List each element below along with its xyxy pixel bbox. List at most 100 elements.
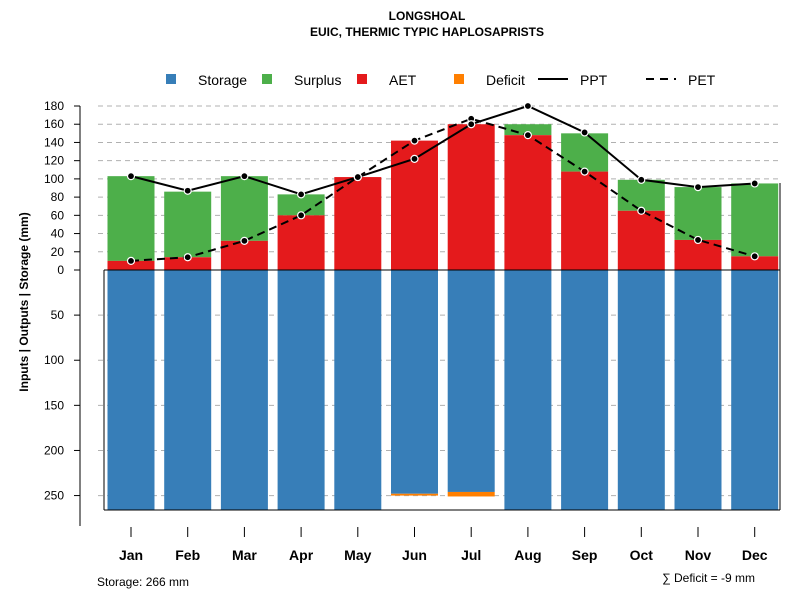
y-tick-label-40: 40	[51, 227, 65, 241]
legend-item-storage: Storage	[166, 72, 247, 88]
x-tick-label-oct: Oct	[630, 547, 654, 563]
deficit-bar-jun	[391, 493, 438, 496]
storage-bar-aug	[504, 270, 552, 510]
legend-item-pet: PET	[646, 72, 716, 88]
aet-bar-apr	[277, 215, 325, 270]
x-tick-label-sep: Sep	[572, 547, 598, 563]
storage-bar-mar	[220, 270, 268, 510]
aet-bar-mar	[220, 240, 268, 270]
x-tick-label-feb: Feb	[175, 547, 200, 563]
storage-bar-jan	[107, 270, 155, 510]
storage-bar-dec	[731, 270, 779, 510]
pet-point-aug	[523, 131, 533, 140]
aet-bar-may	[334, 177, 382, 270]
x-tick-label-jul: Jul	[461, 547, 481, 563]
x-tick-label-nov: Nov	[685, 547, 712, 563]
aet-bar-jul	[447, 124, 495, 270]
x-tick-label-jan: Jan	[119, 547, 143, 563]
pet-point-oct	[637, 206, 646, 215]
storage-bar-may	[334, 270, 382, 510]
legend-item-surplus: Surplus	[262, 72, 341, 88]
surplus-bar-oct	[617, 179, 665, 211]
surplus-bar-sep	[561, 133, 609, 172]
ppt-point-sep	[580, 128, 589, 137]
y-tick-label-lower-100: 100	[44, 353, 64, 367]
deficit-bar-jul	[447, 491, 495, 497]
pet-point-jan	[126, 256, 136, 265]
y-tick-label-lower-50: 50	[51, 308, 65, 322]
x-tick-label-apr: Apr	[289, 547, 314, 563]
y-tick-label-lower-200: 200	[44, 443, 64, 457]
storage-bar-oct	[617, 270, 665, 510]
legend-swatch-storage	[166, 74, 176, 84]
legend-label-pet: PET	[688, 72, 716, 88]
legend-swatch-surplus	[262, 74, 272, 84]
legend-label-storage: Storage	[198, 72, 247, 88]
x-tick-label-mar: Mar	[232, 547, 257, 563]
x-tick-label-jun: Jun	[402, 547, 427, 563]
legend-item-deficit: Deficit	[454, 72, 525, 88]
storage-bar-nov	[674, 270, 722, 510]
storage-bar-jun	[391, 270, 438, 494]
storage-bar-jul	[447, 270, 495, 492]
y-tick-label-100: 100	[44, 172, 64, 186]
pet-point-mar	[240, 236, 249, 245]
gridlines	[98, 105, 780, 497]
ppt-point-nov	[693, 182, 703, 192]
x-tick-label-dec: Dec	[742, 547, 768, 563]
surplus-bar-mar	[220, 176, 268, 241]
surplus-bar-apr	[277, 194, 325, 216]
aet-bar-dec	[731, 256, 779, 270]
ppt-point-may	[353, 172, 362, 182]
ppt-line	[130, 104, 755, 196]
pet-point-sep	[580, 167, 589, 176]
deficit-note: ∑ Deficit = -9 mm	[662, 571, 755, 585]
aet-bar-feb	[164, 257, 212, 270]
storage-note: Storage: 266 mm	[97, 575, 189, 589]
pet-point-dec	[750, 252, 759, 261]
legend-swatch-deficit	[454, 74, 464, 84]
y-tick-label-180: 180	[44, 99, 64, 113]
storage-bar-sep	[561, 270, 609, 510]
y-tick-label-160: 160	[44, 117, 64, 131]
ppt-point-aug	[523, 101, 533, 111]
flux-bars	[107, 124, 779, 270]
pet-point-jun	[410, 136, 419, 145]
surplus-bar-dec	[731, 183, 779, 257]
legend: Storage Surplus AET Deficit PPT PET	[166, 72, 716, 88]
legend-label-deficit: Deficit	[486, 72, 525, 88]
legend-label-ppt: PPT	[580, 72, 608, 88]
pet-point-nov	[693, 235, 703, 245]
legend-swatch-aet	[357, 74, 367, 84]
y-tick-label-120: 120	[44, 154, 64, 168]
legend-label-surplus: Surplus	[294, 72, 341, 88]
legend-item-aet: AET	[357, 72, 417, 88]
ppt-point-jul	[467, 120, 476, 129]
ppt-pet-lines	[126, 101, 759, 265]
storage-bar-apr	[277, 270, 325, 510]
ppt-point-feb	[183, 186, 192, 195]
chart-title: LONGSHOAL	[389, 9, 466, 23]
pet-point-feb	[183, 253, 192, 262]
ppt-point-dec	[750, 179, 759, 188]
ppt-point-jan	[126, 172, 136, 181]
ppt-point-apr	[297, 190, 306, 199]
y-tick-label-140: 140	[44, 135, 64, 149]
ppt-point-oct	[637, 175, 646, 184]
y-tick-label-20: 20	[51, 245, 65, 259]
chart-subtitle: EUIC, THERMIC TYPIC HAPLOSAPRISTS	[310, 25, 544, 39]
surplus-bar-feb	[164, 191, 212, 258]
aet-bar-oct	[617, 210, 665, 270]
pet-point-apr	[297, 211, 306, 220]
legend-item-ppt: PPT	[538, 72, 608, 88]
legend-label-aet: AET	[389, 72, 417, 88]
storage-bars	[107, 270, 779, 510]
y-tick-label-0: 0	[57, 263, 64, 277]
ppt-point-jun	[410, 154, 419, 163]
y-tick-label-60: 60	[51, 208, 65, 222]
y-tick-label-lower-150: 150	[44, 398, 64, 412]
aet-bar-sep	[561, 171, 609, 270]
surplus-bar-jan	[107, 176, 155, 261]
axes: 0 20 40 60 80 100 120 140 160 180 50 100 150 200 250 Ja…	[44, 99, 781, 563]
